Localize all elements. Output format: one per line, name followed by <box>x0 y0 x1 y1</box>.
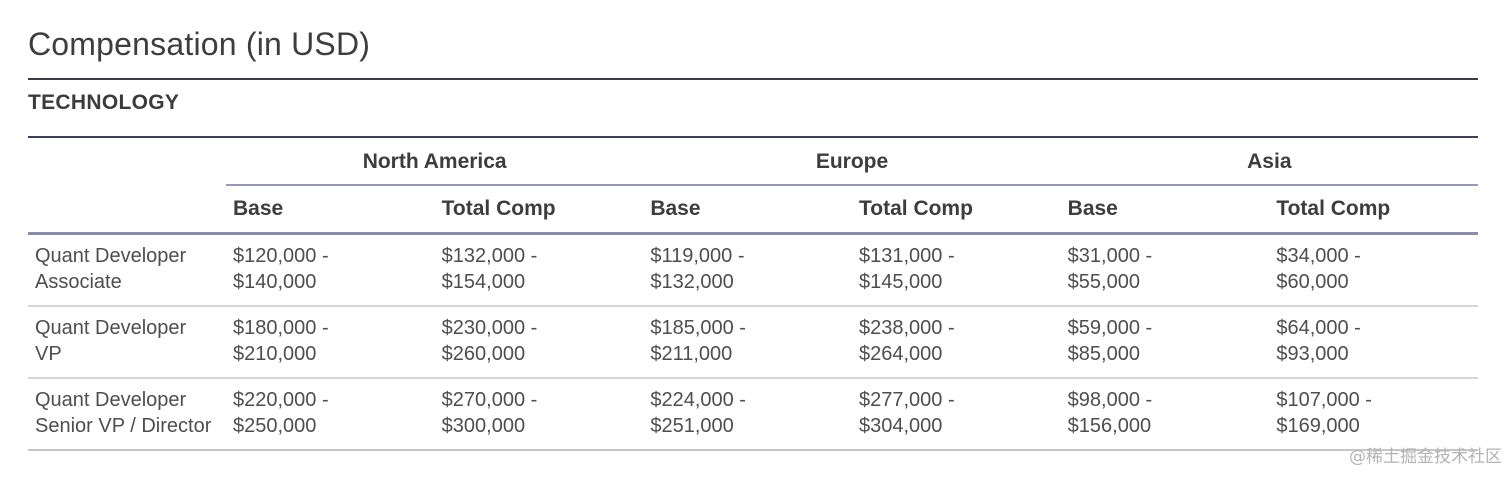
cell-na-base: $220,000 - $250,000 <box>233 389 329 437</box>
section-title-technology: TECHNOLOGY <box>28 91 180 114</box>
title-divider <box>28 78 1478 80</box>
cell-na-total-comp: $132,000 - $154,000 <box>441 245 538 293</box>
cell-na-total-comp: $270,000 - $300,000 <box>441 389 538 437</box>
column-header-eu-base: Base <box>650 197 701 220</box>
column-header-na-total-comp: Total Comp <box>441 197 556 220</box>
cell-eu-base: $119,000 - $132,000 <box>650 245 745 293</box>
column-header-eu-total-comp: Total Comp <box>859 197 973 220</box>
compensation-table: North America Europe Asia Base Total Com… <box>28 136 1478 451</box>
cell-eu-base: $185,000 - $211,000 <box>650 317 746 365</box>
cell-asia-base: $98,000 - $156,000 <box>1067 389 1153 437</box>
region-header-spacer <box>28 184 226 186</box>
cell-eu-base: $224,000 - $251,000 <box>650 389 746 437</box>
column-header-asia-base: Base <box>1067 197 1118 220</box>
cell-asia-base: $31,000 - $55,000 <box>1067 245 1153 293</box>
table-row-quant-developer-associate: Quant Developer Associate $120,000 - $14… <box>28 235 1478 307</box>
cell-na-base: $120,000 - $140,000 <box>233 245 329 293</box>
cell-eu-total-comp: $131,000 - $145,000 <box>859 245 955 293</box>
region-header-europe: Europe <box>643 138 1061 186</box>
page-title: Compensation (in USD) <box>28 26 371 62</box>
table-row-quant-developer-senior-vp-director: Quant Developer Senior VP / Director $22… <box>28 379 1478 451</box>
cell-asia-base: $59,000 - $85,000 <box>1067 317 1153 365</box>
row-label: Quant Developer VP <box>35 317 187 365</box>
row-label: Quant Developer Senior VP / Director <box>35 389 212 437</box>
cell-na-total-comp: $230,000 - $260,000 <box>441 317 538 365</box>
region-header-north-america: North America <box>226 138 644 186</box>
table-row-quant-developer-vp: Quant Developer VP $180,000 - $210,000 $… <box>28 307 1478 379</box>
cell-asia-total-comp: $64,000 - $93,000 <box>1276 317 1361 365</box>
column-header-na-base: Base <box>233 197 284 220</box>
column-header-asia-total-comp: Total Comp <box>1276 197 1391 220</box>
region-header-row: North America Europe Asia <box>28 138 1478 186</box>
cell-eu-total-comp: $238,000 - $264,000 <box>859 317 955 365</box>
row-label: Quant Developer Associate <box>35 245 187 293</box>
region-header-asia: Asia <box>1060 138 1478 186</box>
cell-asia-total-comp: $34,000 - $60,000 <box>1276 245 1361 293</box>
cell-na-base: $180,000 - $210,000 <box>233 317 329 365</box>
column-header-row: Base Total Comp Base Total Comp Base Tot… <box>28 186 1478 235</box>
cell-eu-total-comp: $277,000 - $304,000 <box>859 389 955 437</box>
cell-asia-total-comp: $107,000 - $169,000 <box>1276 389 1372 437</box>
watermark: @稀土掘金技术社区 <box>1349 447 1502 467</box>
